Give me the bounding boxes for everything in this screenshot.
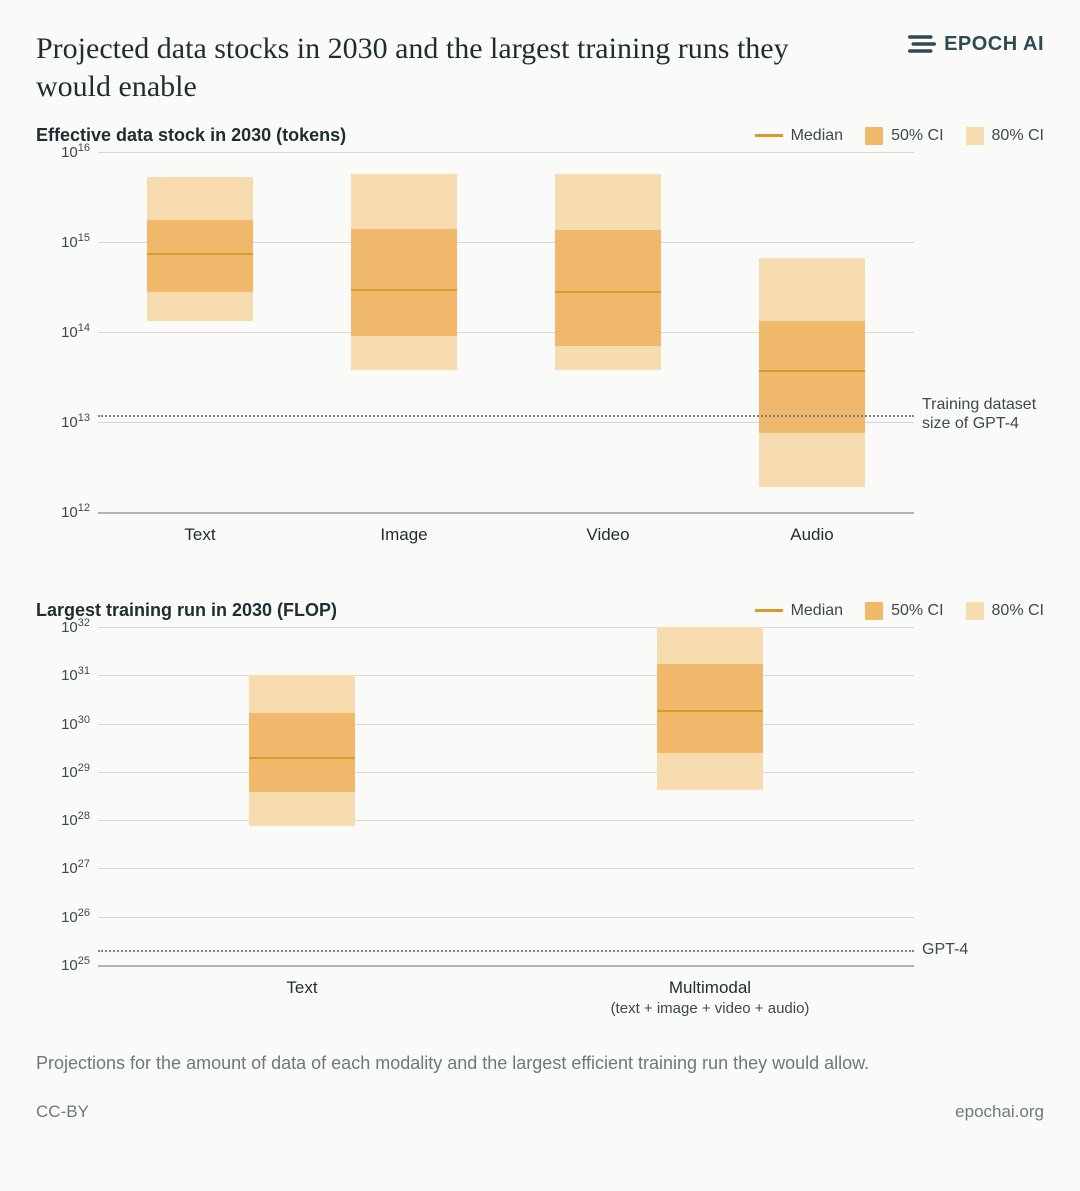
caption: Projections for the amount of data of ea… xyxy=(36,1053,1044,1074)
median-line xyxy=(759,370,865,372)
header: Projected data stocks in 2030 and the la… xyxy=(36,30,1044,105)
legend-80ci: 80% CI xyxy=(966,602,1044,620)
y-tick: 1016 xyxy=(36,142,90,161)
y-tick: 1027 xyxy=(36,858,90,877)
license: CC-BY xyxy=(36,1102,89,1122)
reference-line xyxy=(98,415,914,417)
reference-line xyxy=(98,950,914,952)
ci50-bar xyxy=(657,664,763,753)
footer: CC-BY epochai.org xyxy=(36,1102,1044,1122)
chart2-legend: Median 50% CI 80% CI xyxy=(755,602,1044,620)
legend-median: Median xyxy=(755,602,843,620)
epoch-logo-mark xyxy=(908,30,936,58)
median-line xyxy=(351,289,457,291)
swatch-50ci xyxy=(865,127,883,145)
ci50-bar xyxy=(249,713,355,792)
reference-label: GPT-4 xyxy=(922,940,1052,959)
swatch-median xyxy=(755,609,783,612)
y-tick: 1013 xyxy=(36,412,90,431)
x-tick: Text xyxy=(78,977,526,999)
median-line xyxy=(249,757,355,759)
site-url: epochai.org xyxy=(955,1102,1044,1122)
page-title: Projected data stocks in 2030 and the la… xyxy=(36,30,816,105)
y-tick: 1015 xyxy=(36,232,90,251)
legend-50ci: 50% CI xyxy=(865,602,943,620)
reference-label: Training dataset size of GPT-4 xyxy=(922,395,1052,433)
ci50-bar xyxy=(555,230,661,346)
y-tick: 1029 xyxy=(36,762,90,781)
x-tick: Audio xyxy=(690,524,934,546)
chart2-header: Largest training run in 2030 (FLOP) Medi… xyxy=(36,600,1044,621)
chart2-plot: 10251026102710281029103010311032GPT-4Tex… xyxy=(36,627,1044,1027)
chart1-legend: Median 50% CI 80% CI xyxy=(755,127,1044,145)
legend-50ci: 50% CI xyxy=(865,127,943,145)
y-tick: 1031 xyxy=(36,665,90,684)
ci50-bar xyxy=(351,229,457,336)
swatch-50ci xyxy=(865,602,883,620)
y-tick: 1032 xyxy=(36,617,90,636)
median-line xyxy=(555,291,661,293)
logo: EPOCH AI xyxy=(908,30,1044,58)
swatch-median xyxy=(755,134,783,137)
legend-median: Median xyxy=(755,127,843,145)
y-tick: 1026 xyxy=(36,907,90,926)
y-tick: 1012 xyxy=(36,502,90,521)
y-tick: 1025 xyxy=(36,955,90,974)
y-tick: 1014 xyxy=(36,322,90,341)
y-tick: 1028 xyxy=(36,810,90,829)
median-line xyxy=(147,253,253,255)
x-tick: Multimodal(text + image + video + audio) xyxy=(486,977,934,1019)
swatch-80ci xyxy=(966,602,984,620)
swatch-80ci xyxy=(966,127,984,145)
chart1-plot: 10121013101410151016Training dataset siz… xyxy=(36,152,1044,552)
ci50-bar xyxy=(147,220,253,293)
y-tick: 1030 xyxy=(36,714,90,733)
median-line xyxy=(657,710,763,712)
legend-80ci: 80% CI xyxy=(966,127,1044,145)
chart1-header: Effective data stock in 2030 (tokens) Me… xyxy=(36,125,1044,146)
logo-text: EPOCH AI xyxy=(944,33,1044,56)
